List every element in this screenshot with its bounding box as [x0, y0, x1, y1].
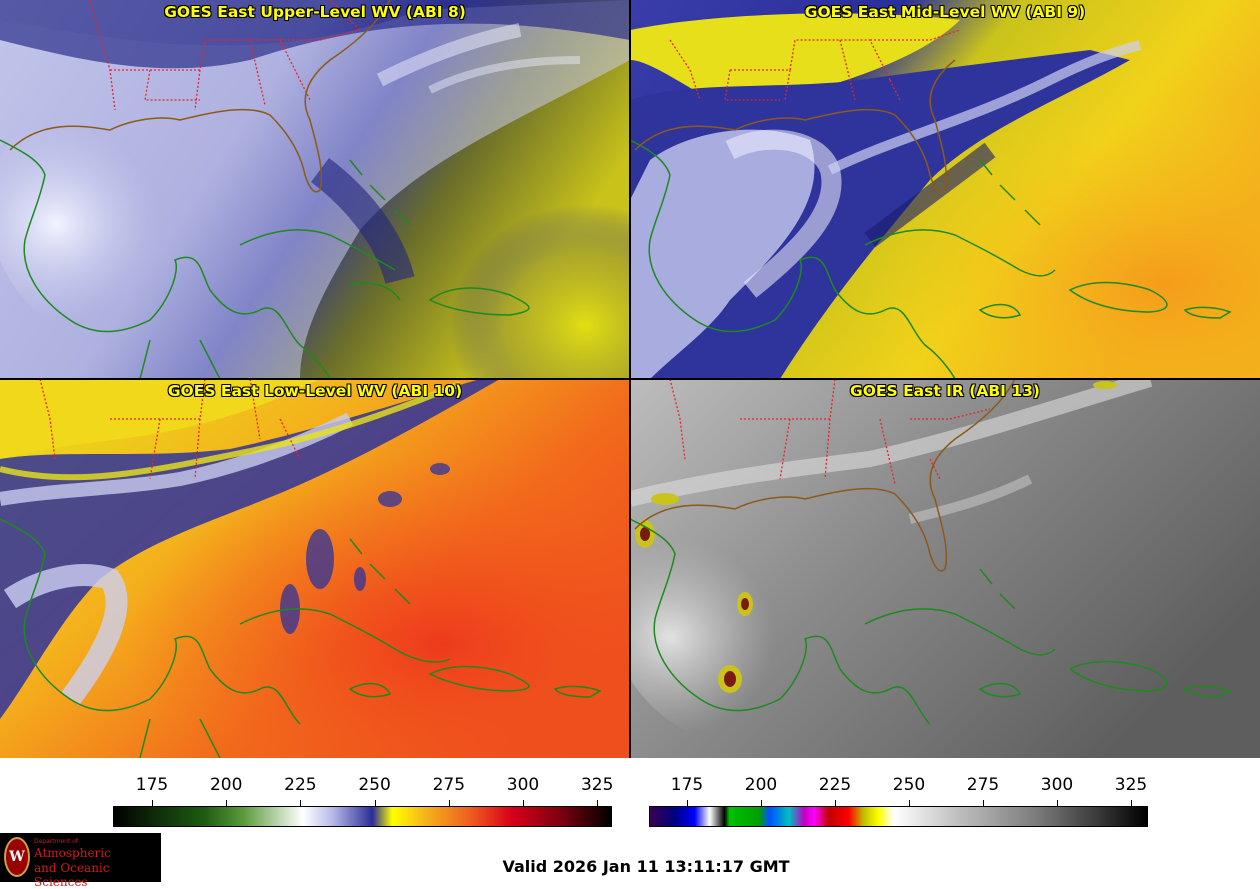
- logo-department-text: Department of: [34, 838, 78, 845]
- ir-colorbar-tick-mark: [983, 800, 984, 806]
- mid-wv-image: [630, 0, 1260, 379]
- wv-colorbar-tick-mark: [226, 800, 228, 806]
- ir-colorbar-tick-mark: [835, 800, 836, 806]
- panel-title: GOES East Upper-Level WV (ABI 8): [164, 3, 466, 21]
- aos-logo: W Department of Atmospheric and Oceanic …: [0, 833, 161, 889]
- ir-colorbar-tick-mark: [909, 800, 910, 806]
- ir-colorbar-tick-mark: [1057, 800, 1058, 806]
- valid-time: Valid 2026 Jan 11 13:11:17 GMT: [502, 857, 790, 876]
- ir-colorbar-tick-label: 325: [1114, 775, 1148, 795]
- ir-colorbar-tick-label: 250: [892, 775, 926, 795]
- ir-colorbar-tick-label: 200: [744, 775, 778, 795]
- cold-cloud-tops: [635, 381, 1117, 693]
- ir-colorbar-gradient: [649, 806, 1148, 827]
- wv-colorbar-tick-mark: [152, 800, 153, 806]
- ir-colorbar-tick-label: 225: [818, 775, 852, 795]
- low-wv-image: [0, 379, 630, 758]
- logo-atmospheric-text: Atmospheric: [34, 846, 111, 860]
- wv-colorbar-tick-mark: [597, 800, 599, 806]
- upper-wv-panel: GOES East Upper-Level WV (ABI 8): [0, 0, 630, 379]
- panel-divider-horizontal: [0, 378, 1260, 380]
- coastlines: [0, 0, 530, 379]
- mid-wv-panel: GOES East Mid-Level WV (ABI 9): [630, 0, 1260, 379]
- wv-colorbar-tick-mark: [448, 800, 450, 806]
- coastlines: [630, 59, 1232, 379]
- upper-wv-image: [0, 0, 630, 379]
- state-borders: [89, 0, 361, 111]
- ir-colorbar-tick-mark: [687, 800, 688, 806]
- state-borders: [669, 29, 961, 101]
- wv-colorbar-tick-label: 175: [135, 775, 169, 795]
- ir-panel: GOES East IR (ABI 13): [630, 379, 1260, 758]
- coastlines: [630, 379, 1232, 725]
- wv-colorbar-tick-mark: [523, 800, 524, 806]
- wv-colorbar-tick-label: 200: [209, 775, 243, 795]
- wv-colorbar-gradient: [113, 806, 612, 827]
- ir-image: [630, 379, 1260, 758]
- panel-title: GOES East Low-Level WV (ABI 10): [167, 382, 463, 400]
- ir-colorbar-tick-label: 275: [966, 775, 1000, 795]
- state-borders: [39, 379, 301, 480]
- wv-colorbar-tick-label: 300: [506, 775, 540, 795]
- coastlines: [0, 518, 602, 758]
- wv-colorbar-tick-label: 250: [358, 775, 391, 795]
- wv-colorbar-tick-label: 275: [432, 775, 466, 795]
- wv-colorbar-tick-label: 325: [580, 775, 614, 795]
- ir-colorbar-tick-mark: [761, 800, 762, 806]
- uw-seal-icon: W: [4, 837, 30, 877]
- ir-colorbar-tick-label: 175: [670, 775, 704, 795]
- wv-colorbar-tick-label: 225: [284, 775, 317, 795]
- state-borders: [669, 379, 991, 485]
- wv-colorbar-tick-mark: [374, 800, 376, 806]
- panel-title: GOES East Mid-Level WV (ABI 9): [804, 3, 1086, 21]
- ir-colorbar-tick-mark: [1131, 800, 1132, 806]
- wv-colorbar-tick-mark: [300, 800, 302, 806]
- panel-title: GOES East IR (ABI 13): [850, 382, 1040, 400]
- low-wv-panel: GOES East Low-Level WV (ABI 10): [0, 379, 630, 758]
- ir-colorbar-tick-label: 300: [1040, 775, 1074, 795]
